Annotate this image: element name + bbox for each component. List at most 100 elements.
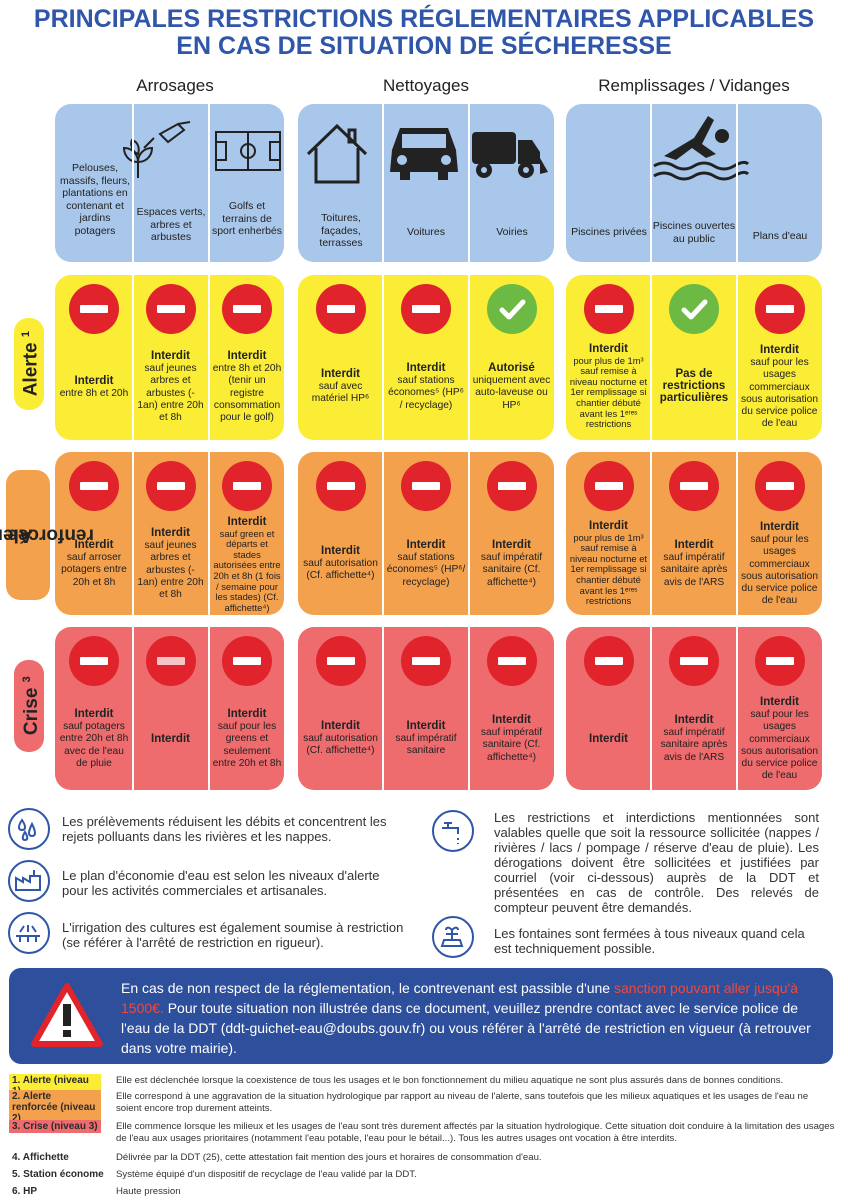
restriction-status: Interdit xyxy=(406,362,446,374)
restriction-cell-alerte-renforcee-0: Interdit sauf arroser potagers entre 20h … xyxy=(58,539,130,589)
no-entry-icon xyxy=(486,636,537,686)
restriction-cell-alerte-renforcee-1: Interdit sauf jeunes arbres et arbustes (… xyxy=(135,527,206,601)
factory-icon xyxy=(8,860,50,902)
no-entry-icon xyxy=(145,636,196,686)
restriction-status: Interdit xyxy=(492,539,531,551)
restriction-status: Interdit xyxy=(74,539,114,551)
no-entry-icon xyxy=(669,461,719,511)
no-entry-icon xyxy=(583,636,634,686)
restriction-detail: sauf impératif sanitaire après avis de l… xyxy=(660,552,728,588)
restriction-status: Interdit xyxy=(151,527,190,539)
restriction-detail: pour plus de 1m³ sauf remise à niveau no… xyxy=(569,531,648,607)
no-entry-icon xyxy=(315,461,366,511)
restriction-cell-alerte-1: Interdit sauf jeunes arbres et arbustes (… xyxy=(135,350,206,424)
restriction-detail: sauf autorisation (Cf. affichette⁴) xyxy=(303,733,378,757)
usage-toitures: Toitures, façades, terrasses xyxy=(319,212,363,249)
street-sweeper-icon xyxy=(472,132,548,178)
column-separator xyxy=(650,104,652,790)
no-entry-icon xyxy=(222,284,272,334)
footnote-text: Haute pression xyxy=(116,1186,181,1197)
footnote-text: Elle correspond à une aggravation de la … xyxy=(116,1091,809,1114)
no-entry-icon xyxy=(754,284,805,334)
restriction-detail: sauf impératif sanitaire après avis de l… xyxy=(660,727,728,763)
no-entry-icon xyxy=(315,284,366,334)
restriction-cell-alerte-renforcee-6: Interdit pour plus de 1m³ sauf remise à n… xyxy=(569,520,648,607)
restriction-cell-alerte-7: Pas de restrictions particulières xyxy=(654,368,734,406)
restriction-status: Interdit xyxy=(492,714,531,726)
restriction-detail: sauf avec matériel HP⁶ xyxy=(311,381,370,405)
restriction-status: Interdit xyxy=(760,521,799,533)
category-nettoyages: Nettoyages xyxy=(383,76,469,95)
restriction-status: Interdit xyxy=(74,374,114,387)
restriction-cell-crise-3: Interdit sauf autorisation (Cf. affichett… xyxy=(301,720,380,758)
restriction-cell-alerte-renforcee-4: Interdit sauf stations économes⁵ (HP⁶/ re… xyxy=(386,539,466,589)
no-entry-icon xyxy=(754,636,805,686)
no-entry-icon xyxy=(669,636,719,686)
no-entry-icon xyxy=(583,284,634,334)
restriction-status: Interdit xyxy=(321,368,360,380)
restriction-status: Interdit xyxy=(321,720,360,732)
restriction-detail: sauf pour les greens et seulement entre … xyxy=(212,721,282,769)
info-plan-economie: Le plan d'économie d'eau est selon les n… xyxy=(62,868,380,898)
restriction-cell-crise-5: Interdit sauf impératif sanitaire (Cf. af… xyxy=(471,714,552,764)
restriction-status: Interdit xyxy=(406,539,446,551)
restriction-cell-alerte-2: Interdit entre 8h et 20h (tenir un regist… xyxy=(212,350,282,424)
usage-plans-eau: Plans d'eau xyxy=(752,230,808,242)
restriction-cell-crise-7: Interdit sauf impératif sanitaire après a… xyxy=(654,714,734,764)
restriction-status: Interdit xyxy=(406,720,446,732)
restriction-detail: uniquement avec auto-laveuse ou HP⁶ xyxy=(472,375,551,411)
footnote-label: 3. Crise (niveau 3) xyxy=(9,1120,101,1133)
swimmer-icon xyxy=(653,116,750,181)
no-entry-icon xyxy=(401,461,451,511)
restriction-cell-alerte-4: Interdit sauf stations économes⁵ (HP⁶ / r… xyxy=(386,362,466,412)
title-line-2: EN CAS DE SITUATION DE SÉCHERESSE xyxy=(176,32,672,60)
no-entry-icon xyxy=(69,461,119,511)
sanction-banner: En cas de non respect de la réglementati… xyxy=(9,968,833,1064)
restriction-cell-crise-0: Interdit sauf potagers entre 20h et 8h av… xyxy=(58,708,130,770)
no-entry-icon xyxy=(145,461,196,511)
column-separator xyxy=(208,104,210,790)
footnote-text: Système équipé d'un dispositif de recycl… xyxy=(116,1169,417,1180)
restriction-status: Pas de restrictions particulières xyxy=(659,368,729,405)
restriction-detail: sauf impératif sanitaire (Cf. affichette… xyxy=(480,552,543,588)
restriction-cell-alerte-3: Interdit sauf avec matériel HP⁶ xyxy=(301,368,380,406)
no-entry-icon xyxy=(69,636,119,686)
house-icon xyxy=(306,123,368,184)
restriction-detail: entre 8h et 20h xyxy=(59,387,129,399)
column-separator xyxy=(382,104,384,790)
restriction-detail: sauf stations économes⁵ (HP⁶ / recyclage… xyxy=(388,375,464,411)
water-drops-icon xyxy=(8,808,50,850)
restriction-detail: sauf pour les usages commerciaux sous au… xyxy=(740,709,819,782)
restriction-cell-crise-8: Interdit sauf pour les usages commerciaux… xyxy=(739,696,820,782)
info-prelevements: Les prélèvements réduisent les débits et… xyxy=(62,814,387,844)
restriction-cell-alerte-0: Interdit entre 8h et 20h xyxy=(58,375,130,400)
usage-voiries: Voiries xyxy=(496,226,528,238)
restriction-detail: entre 8h et 20h (tenir un registre conso… xyxy=(212,363,282,424)
restriction-status: Interdit xyxy=(674,714,714,726)
usage-golfs: Golfs et terrains de sport enherbés xyxy=(211,200,283,237)
no-entry-icon xyxy=(145,284,196,334)
restriction-detail: sauf green et départs et stades autorisé… xyxy=(213,527,281,613)
footnote-text: Elle est déclenchée lorsque la coexisten… xyxy=(116,1075,784,1086)
title-line-1: PRINCIPALES RESTRICTIONS RÉGLEMENTAIRES … xyxy=(33,5,815,33)
check-icon xyxy=(669,284,719,334)
no-entry-icon xyxy=(222,461,272,511)
no-entry-icon xyxy=(486,461,537,511)
restriction-detail: sauf autorisation (Cf. affichette⁴) xyxy=(303,558,378,582)
no-entry-icon xyxy=(315,636,366,686)
restriction-status: Interdit xyxy=(321,545,360,557)
restriction-detail: sauf impératif sanitaire xyxy=(395,733,457,757)
restriction-status: Interdit xyxy=(151,732,190,745)
no-entry-icon xyxy=(69,284,119,334)
column-separator xyxy=(468,104,470,790)
warning-icon xyxy=(31,983,103,1047)
restriction-cell-alerte-5: Autorisé uniquement avec auto-laveuse ou … xyxy=(471,362,552,412)
info-fontaines: Les fontaines sont fermées à tous niveau… xyxy=(494,926,805,956)
restriction-cell-alerte-6: Interdit pour plus de 1m³ sauf remise à n… xyxy=(569,343,648,430)
check-icon xyxy=(486,284,537,334)
restriction-detail: sauf jeunes arbres et arbustes (- 1an) e… xyxy=(137,540,204,601)
restriction-status: Interdit xyxy=(227,708,267,720)
restriction-detail: sauf jeunes arbres et arbustes (- 1an) e… xyxy=(137,363,204,424)
restriction-status: Interdit xyxy=(760,696,799,708)
